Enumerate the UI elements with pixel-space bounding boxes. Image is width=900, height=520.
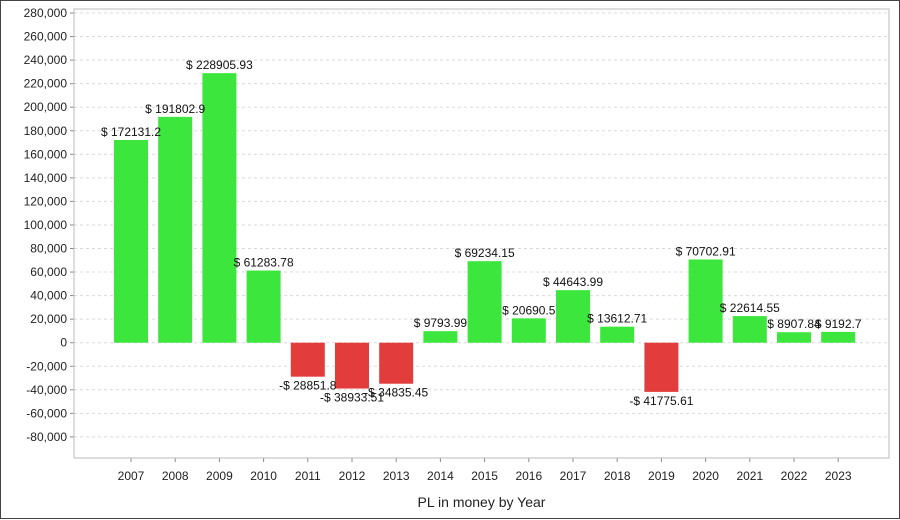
y-tick-label: 240,000 xyxy=(24,53,68,67)
data-label-2018: $ 13612.71 xyxy=(587,312,647,326)
data-label-2015: $ 69234.15 xyxy=(455,246,515,260)
y-tick-label: 80,000 xyxy=(30,242,67,256)
data-label-2016: $ 20690.5 xyxy=(502,303,556,317)
bar-2010 xyxy=(246,270,281,343)
x-tick-label-2012: 2012 xyxy=(339,469,366,483)
y-tick-label: 60,000 xyxy=(30,265,67,279)
data-label-2008: $ 191802.9 xyxy=(145,102,205,116)
data-label-2010: $ 61283.78 xyxy=(234,256,294,270)
y-tick-label: 160,000 xyxy=(24,147,68,161)
y-tick-label: 280,000 xyxy=(24,6,68,20)
data-label-2009: $ 228905.93 xyxy=(186,58,253,72)
x-tick-label-2016: 2016 xyxy=(515,469,542,483)
y-tick-label: 200,000 xyxy=(24,100,68,114)
y-tick-label: 100,000 xyxy=(24,218,68,232)
y-tick-label: 180,000 xyxy=(24,124,68,138)
bar-2016 xyxy=(511,318,546,343)
data-label-2013: -$ 34835.45 xyxy=(364,386,428,400)
x-tick-label-2017: 2017 xyxy=(560,469,587,483)
bar-2021 xyxy=(732,316,767,343)
x-tick-label-2008: 2008 xyxy=(162,469,189,483)
data-label-2021: $ 22614.55 xyxy=(720,301,780,315)
y-axis-ticks: 280,000 260,000 240,000 220,000 200,000 180,0… xyxy=(24,6,74,444)
bar-2008 xyxy=(158,116,193,343)
y-tick-label: -60,000 xyxy=(26,406,67,420)
data-labels: $ 172131.2 $ 191802.9 $ 228905.93 $ 61283.7… xyxy=(101,58,862,408)
bar-2023 xyxy=(821,331,856,343)
data-label-2011: -$ 28851.8 xyxy=(279,379,337,393)
bar-2022 xyxy=(777,332,811,343)
data-label-2007: $ 172131.2 xyxy=(101,125,161,139)
bar-2018 xyxy=(600,326,635,343)
x-tick-label-2013: 2013 xyxy=(383,469,410,483)
plot-border xyxy=(73,8,890,459)
x-tick-label-2015: 2015 xyxy=(471,469,498,483)
data-label-2014: $ 9793.99 xyxy=(414,316,468,330)
y-tick-label: -20,000 xyxy=(26,359,67,373)
x-tick-label-2019: 2019 xyxy=(648,469,675,483)
x-tick-label-2007: 2007 xyxy=(118,469,145,483)
bar-2012 xyxy=(335,342,369,389)
bar-2009 xyxy=(202,73,237,343)
data-label-2023: $ 9192.7 xyxy=(815,317,862,331)
y-tick-label: -80,000 xyxy=(26,430,67,444)
bars xyxy=(114,73,856,392)
x-tick-label-2021: 2021 xyxy=(736,469,763,483)
bar-2011 xyxy=(290,342,325,377)
data-label-2012: -$ 38933.51 xyxy=(320,391,384,405)
x-tick-label-2022: 2022 xyxy=(781,469,808,483)
y-tick-label: 140,000 xyxy=(24,171,68,185)
gridlines xyxy=(74,12,889,438)
bar-2014 xyxy=(423,331,458,343)
bar-2019 xyxy=(644,342,679,392)
x-tick-label-2010: 2010 xyxy=(250,469,277,483)
data-label-2020: $ 70702.91 xyxy=(676,244,736,258)
x-tick-label-2011: 2011 xyxy=(295,469,321,483)
bar-2017 xyxy=(556,290,590,343)
x-tick-label-2018: 2018 xyxy=(604,469,631,483)
data-label-2019: -$ 41775.61 xyxy=(629,394,693,408)
x-tick-label-2014: 2014 xyxy=(427,469,454,483)
x-tick-label-2020: 2020 xyxy=(692,469,719,483)
data-label-2017: $ 44643.99 xyxy=(543,275,603,289)
y-tick-label: 260,000 xyxy=(24,30,68,44)
x-axis-ticks: 2007 2008 2009 2010 2011 2012 2013 2014 2015 2016… xyxy=(118,458,852,483)
y-tick-label: 220,000 xyxy=(24,77,68,91)
y-tick-label: 40,000 xyxy=(30,289,67,303)
bar-2015 xyxy=(467,261,502,343)
bar-2020 xyxy=(688,259,723,343)
x-tick-label-2023: 2023 xyxy=(825,469,852,483)
y-tick-label: 20,000 xyxy=(30,312,67,326)
bar-2013 xyxy=(379,342,414,384)
y-tick-label: -40,000 xyxy=(26,383,67,397)
data-label-2022: $ 8907.84 xyxy=(767,317,821,331)
x-tick-label-2009: 2009 xyxy=(206,469,233,483)
y-tick-label: 120,000 xyxy=(24,194,68,208)
bar-2007 xyxy=(114,140,148,343)
x-axis-title: PL in money by Year xyxy=(418,494,546,510)
y-tick-label: 0 xyxy=(60,336,67,350)
